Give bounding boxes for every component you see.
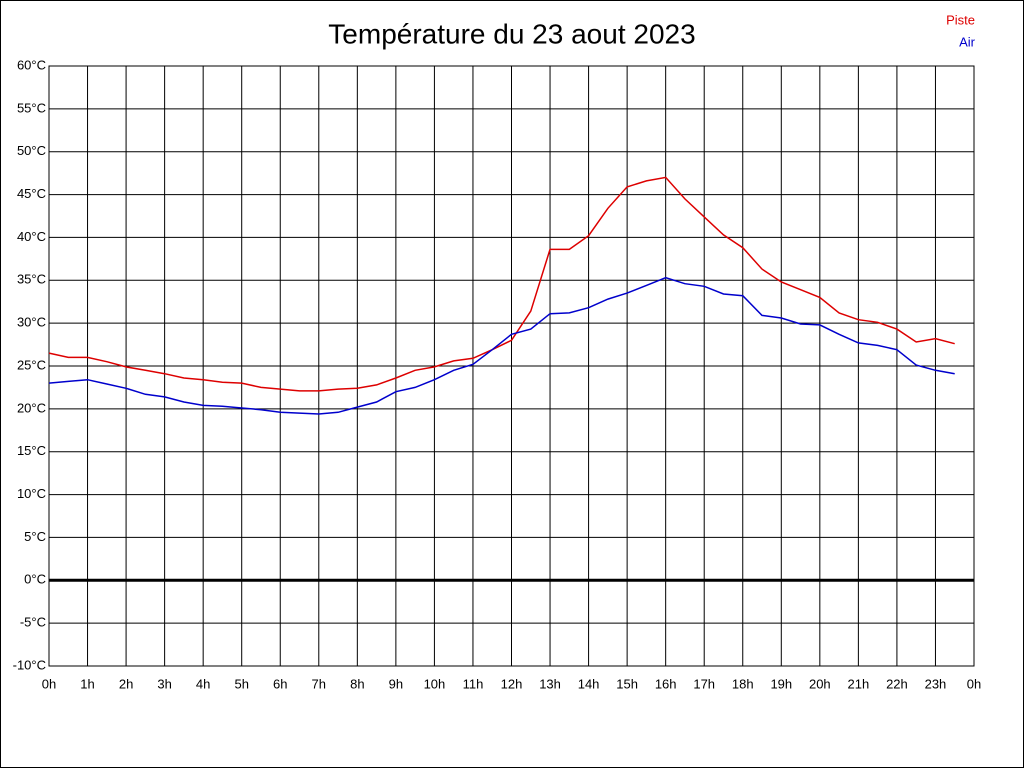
x-tick-label: 3h (157, 676, 171, 691)
y-tick-label: 15°C (17, 443, 46, 458)
x-tick-label: 16h (655, 676, 677, 691)
x-tick-label: 2h (119, 676, 133, 691)
y-tick-label: -5°C (20, 615, 46, 630)
x-tick-label: 22h (886, 676, 908, 691)
x-tick-label: 17h (693, 676, 715, 691)
y-tick-label: 50°C (17, 143, 46, 158)
y-tick-label: 5°C (24, 529, 46, 544)
y-tick-label: 25°C (17, 357, 46, 372)
x-tick-label: 9h (389, 676, 403, 691)
line (48, 276, 955, 415)
x-tick-label: 1h (80, 676, 94, 691)
x-tick-label: 18h (732, 676, 754, 691)
y-tick-label: -10°C (13, 657, 46, 672)
x-tick-label: 7h (312, 676, 326, 691)
x-tick-label: 12h (501, 676, 523, 691)
y-tick-label: 35°C (17, 272, 46, 287)
y-tick-label: 0°C (24, 572, 46, 587)
x-tick-label: 5h (234, 676, 248, 691)
legend-label: Air (959, 34, 976, 49)
x-tick-label: 13h (539, 676, 561, 691)
x-tick-label: 10h (424, 676, 446, 691)
x-tick-label: 20h (809, 676, 831, 691)
x-tick-label: 15h (616, 676, 638, 691)
x-tick-label: 0h (967, 676, 981, 691)
x-tick-label: 4h (196, 676, 210, 691)
line (48, 176, 955, 392)
x-tick-label: 23h (925, 676, 947, 691)
x-tick-label: 14h (578, 676, 600, 691)
y-tick-label: 45°C (17, 186, 46, 201)
y-tick-label: 40°C (17, 229, 46, 244)
x-tick-label: 19h (770, 676, 792, 691)
x-tick-label: 0h (42, 676, 56, 691)
x-tick-label: 21h (848, 676, 870, 691)
y-tick-label: 30°C (17, 315, 46, 330)
x-tick-label: 11h (463, 676, 484, 691)
x-tick-label: 6h (273, 676, 287, 691)
y-tick-label: 10°C (17, 486, 46, 501)
legend-label: Piste (946, 12, 975, 27)
chart-title: Température du 23 aout 2023 (328, 18, 695, 49)
y-tick-label: 20°C (17, 400, 46, 415)
y-tick-label: 55°C (17, 100, 46, 115)
y-tick-label: 60°C (17, 57, 46, 72)
x-tick-label: 8h (350, 676, 364, 691)
